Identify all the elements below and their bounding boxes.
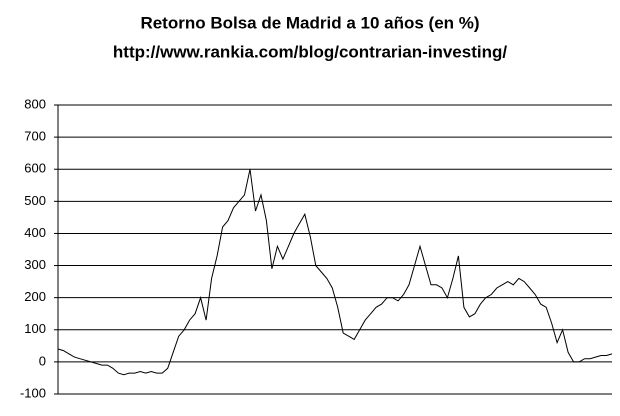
y-tick-label: 0 [39, 353, 46, 368]
y-tick-label: -100 [20, 385, 46, 400]
y-tick-label: 100 [24, 321, 46, 336]
data-line [57, 169, 613, 376]
y-tick-label: 300 [24, 257, 46, 272]
y-tick-label: 500 [24, 193, 46, 208]
chart-subtitle: http://www.rankia.com/blog/contrarian-in… [113, 42, 507, 61]
chart-title: Retorno Bolsa de Madrid a 10 años (en %) [140, 13, 479, 32]
y-tick-label: 800 [24, 96, 46, 111]
y-tick-label: 200 [24, 289, 46, 304]
y-tick-label: 400 [24, 225, 46, 240]
y-tick-label: 600 [24, 161, 46, 176]
y-tick-label: 700 [24, 129, 46, 144]
